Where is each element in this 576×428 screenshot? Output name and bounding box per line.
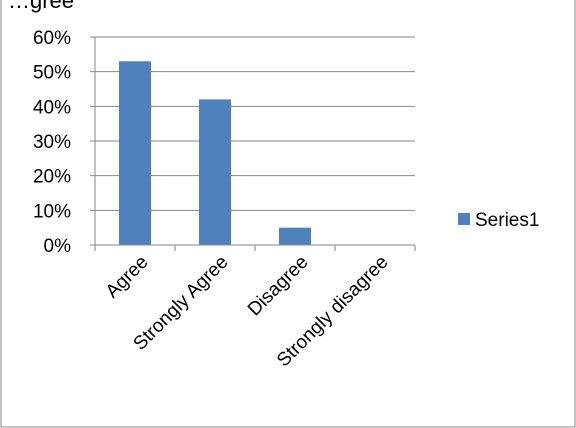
legend: Series1: [458, 210, 539, 231]
y-tick-label: 30%: [33, 132, 71, 153]
legend-label: Series1: [475, 210, 539, 231]
bars: [119, 61, 311, 246]
y-tick-label: 10%: [33, 201, 71, 222]
y-tick-label: 0%: [44, 236, 72, 257]
axes: [90, 36, 416, 251]
x-tick-label: Disagree: [244, 252, 313, 321]
legend-swatch: [458, 213, 470, 225]
y-tick-label: 40%: [33, 97, 71, 118]
y-tick-label: 50%: [33, 63, 71, 84]
y-tick-label: 60%: [33, 28, 71, 49]
chart-title-fragment: …gree: [8, 0, 74, 13]
bar: [279, 227, 311, 245]
bar: [119, 61, 151, 246]
y-tick-label: 20%: [33, 167, 71, 188]
x-tick-label: Agree: [102, 252, 153, 303]
bar: [199, 99, 231, 246]
y-axis-tick-labels: 0% 10% 20% 30% 40% 50% 60%: [33, 28, 71, 257]
